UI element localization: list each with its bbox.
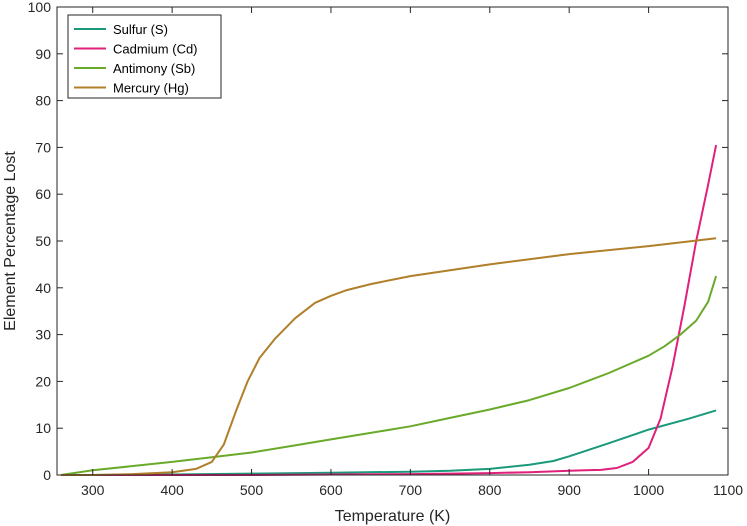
- tick-layer: 300 400 500 600 700 800 900 1000 1100 0 10 20 30 40 50…: [28, 0, 744, 498]
- x-tick-label: 800: [478, 482, 502, 498]
- y-tick-label: 70: [35, 139, 51, 155]
- x-tick-label: 1100: [713, 482, 743, 498]
- legend-box: [67, 14, 222, 99]
- series-line-antimony-sb: [60, 275, 718, 476]
- y-tick-label: 80: [35, 93, 51, 109]
- y-tick-label: 40: [35, 280, 51, 296]
- y-tick-label: 20: [35, 373, 51, 389]
- y-tick-label: 90: [35, 46, 51, 62]
- series-line-mercury-hg: [61, 237, 717, 476]
- y-tick-label: 100: [28, 0, 52, 15]
- legend: Sulfur (S) Cadmium (Cd) Antimony (Sb) Mercu…: [67, 14, 222, 99]
- x-tick-label: 500: [240, 482, 264, 498]
- legend-label-cadmium-cd: Cadmium (Cd): [113, 42, 198, 57]
- legend-label-mercury-hg: Mercury (Hg): [113, 81, 189, 96]
- y-tick-label: 50: [35, 233, 51, 249]
- y-tick-label: 10: [35, 420, 51, 436]
- x-tick-label: 1000: [633, 482, 664, 498]
- legend-label-sulfur-s: Sulfur (S): [113, 22, 168, 37]
- legend-label-antimony-sb: Antimony (Sb): [113, 61, 195, 76]
- y-tick-label: 60: [35, 186, 51, 202]
- x-tick-label: 700: [399, 482, 423, 498]
- x-tick-label: 600: [319, 482, 343, 498]
- x-tick-label: 300: [81, 482, 105, 498]
- x-axis-title: Temperature (K): [335, 508, 451, 525]
- x-tick-label: 400: [160, 482, 184, 498]
- y-axis-title: Element Percentage Lost: [2, 151, 19, 331]
- x-tick-label: 900: [558, 482, 582, 498]
- y-tick-label: 30: [35, 327, 51, 343]
- y-tick-label: 0: [43, 467, 51, 483]
